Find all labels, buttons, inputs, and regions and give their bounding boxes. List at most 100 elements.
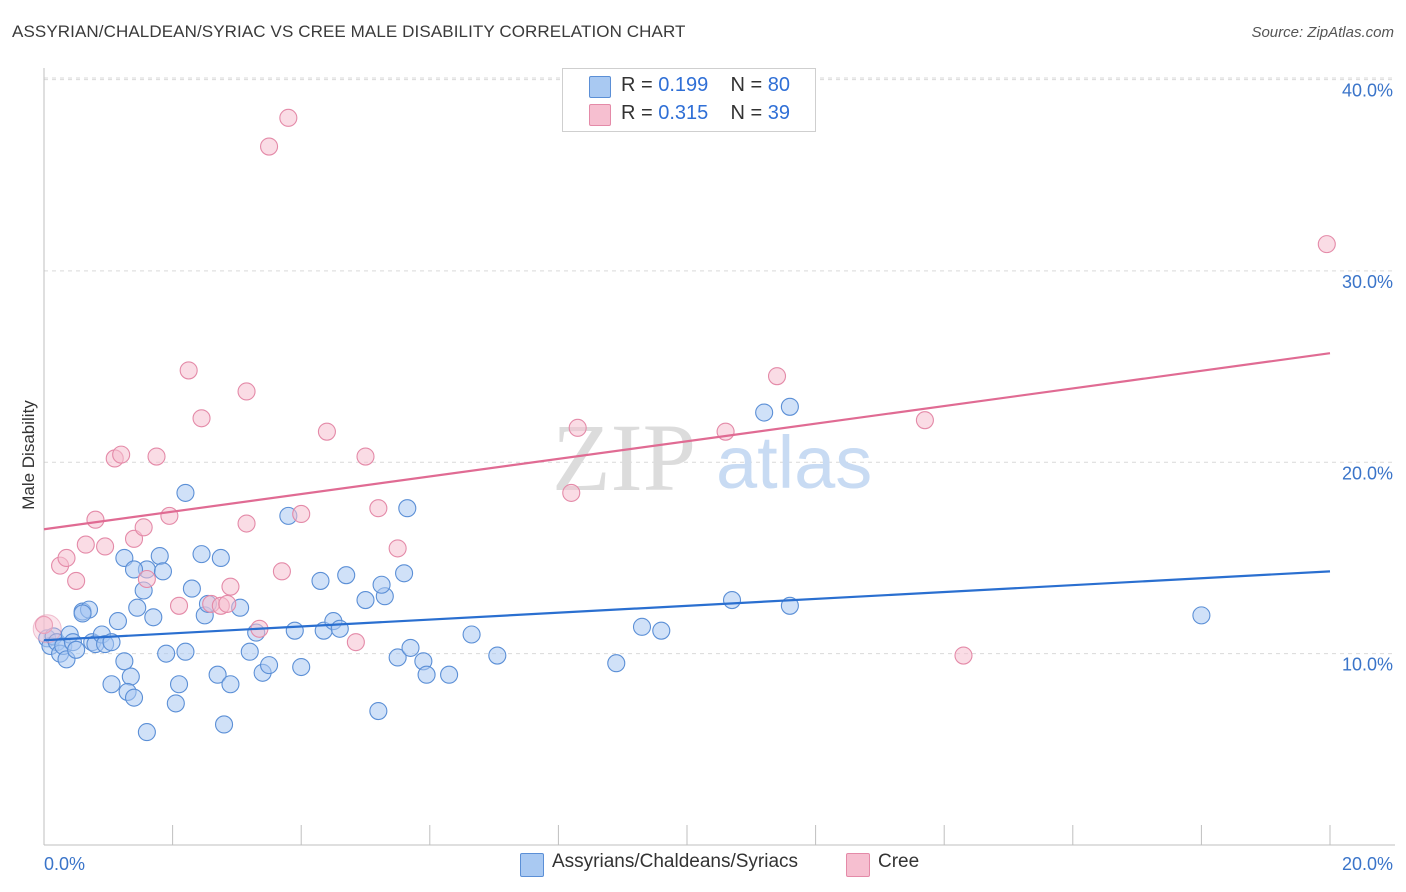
cree-point	[317, 422, 336, 441]
y-axis-label: Male Disability	[19, 400, 38, 510]
legend-n-value: 80	[767, 74, 791, 96]
cree-point	[147, 447, 166, 466]
assyrian-point	[356, 591, 375, 610]
bottom-legend-label: Assyrians/Chaldeans/Syriacs	[552, 851, 799, 872]
assyrian-point	[401, 638, 420, 657]
assyrian-point	[285, 621, 304, 640]
assyrian-point	[166, 694, 185, 713]
assyrian-point	[780, 397, 799, 416]
cree-point	[237, 382, 256, 401]
cree-point	[369, 499, 388, 518]
cree-point	[137, 569, 156, 589]
assyrian-point	[128, 598, 147, 617]
y-tick-label: 30.0%	[1342, 272, 1393, 292]
cree-point	[160, 506, 179, 525]
cree-point	[221, 577, 240, 596]
axes	[43, 68, 1395, 846]
assyrian-point	[388, 648, 407, 667]
cree-point	[954, 646, 973, 665]
legend-n-value: 39	[767, 102, 791, 124]
cree-point	[96, 537, 115, 556]
assyrian-point	[722, 591, 742, 610]
assyrian-point	[372, 575, 391, 594]
trend-lines	[43, 352, 1331, 642]
cree-point	[86, 510, 105, 529]
assyrian-point	[395, 564, 414, 583]
cree-point	[32, 614, 62, 644]
assyrian-point	[259, 656, 279, 675]
cree-point	[259, 137, 279, 156]
legend-r-value: 0.315	[658, 102, 709, 124]
assyrian-point	[311, 571, 330, 590]
assyrian-point	[240, 642, 259, 661]
x-tick-label: 0.0%	[44, 854, 85, 874]
assyrian-point	[182, 579, 201, 598]
assyrian-point	[652, 621, 671, 640]
cree-point	[218, 594, 237, 613]
y-tick-label: 40.0%	[1342, 81, 1393, 101]
cree-point	[169, 596, 189, 615]
bottom-legend-label: Cree	[878, 851, 920, 872]
cree-point	[292, 504, 311, 524]
assyrian-point	[192, 545, 211, 564]
legend-swatch-blue	[589, 76, 611, 98]
cree-point	[134, 518, 153, 537]
cree-point	[356, 447, 375, 466]
cree-point	[388, 539, 407, 558]
assyrian-point	[488, 646, 507, 665]
assyrian-point	[169, 675, 189, 694]
assyrian-point	[67, 640, 86, 659]
cree-point	[279, 108, 298, 127]
chart-title: ASSYRIAN/CHALDEAN/SYRIAC VS CREE MALE DI…	[12, 22, 686, 41]
legend-r-value: 0.199	[658, 74, 709, 96]
assyrian-point	[1192, 606, 1211, 625]
assyrian-point	[214, 715, 234, 734]
assyrian-point	[121, 667, 140, 686]
cree-point	[192, 409, 211, 428]
assyrian-point	[157, 644, 176, 663]
assyrian-point	[153, 562, 173, 581]
bottom-legend-swatch-blue	[520, 853, 544, 877]
assyrian-point	[330, 619, 349, 638]
cree-point	[67, 571, 86, 590]
assyrian-point	[176, 483, 195, 502]
legend-swatch-pink	[589, 104, 611, 126]
cree-point	[272, 562, 291, 581]
assyrian-point	[150, 546, 169, 566]
assyrian-point	[337, 566, 356, 585]
cree-point	[1317, 235, 1336, 254]
watermark-atlas: atlas	[716, 421, 872, 504]
gridlines	[44, 77, 1395, 655]
data-points	[32, 108, 1336, 742]
watermark: ZIP atlas	[552, 404, 872, 511]
assyrian-point	[632, 617, 652, 636]
cree-point	[346, 633, 365, 652]
assyrian-point	[137, 723, 156, 742]
assyrian-point	[417, 665, 436, 684]
cree-point	[34, 615, 54, 634]
assyrian-point	[462, 625, 481, 644]
y-tick-label: 20.0%	[1342, 463, 1393, 483]
bottom-legend-swatch-pink	[846, 853, 870, 877]
assyrian-point	[115, 652, 134, 671]
assyrian-point	[292, 657, 311, 677]
cree-point	[915, 411, 934, 430]
legend-r-label: R =	[621, 74, 659, 96]
assyrian-point	[124, 560, 144, 579]
assyrian-point	[124, 688, 144, 707]
assyrian-point	[440, 665, 459, 684]
cree-point	[112, 445, 131, 464]
assyrian-point	[369, 701, 388, 721]
assyrian-point	[102, 675, 121, 694]
assyrian-point	[221, 675, 240, 694]
assyrian-trend-line	[43, 570, 1331, 642]
assyrian-point	[108, 612, 127, 631]
x-tick-label: 20.0%	[1342, 854, 1393, 874]
assyrian-point	[176, 642, 195, 661]
assyrian-point	[755, 403, 774, 422]
y-tick-label: 10.0%	[1342, 655, 1393, 675]
stats-legend: R = 0.199 N = 80 R = 0.315 N = 39	[562, 68, 816, 132]
assyrian-point	[73, 604, 92, 623]
legend-n-label: N =	[730, 102, 768, 124]
cree-point	[57, 548, 76, 568]
